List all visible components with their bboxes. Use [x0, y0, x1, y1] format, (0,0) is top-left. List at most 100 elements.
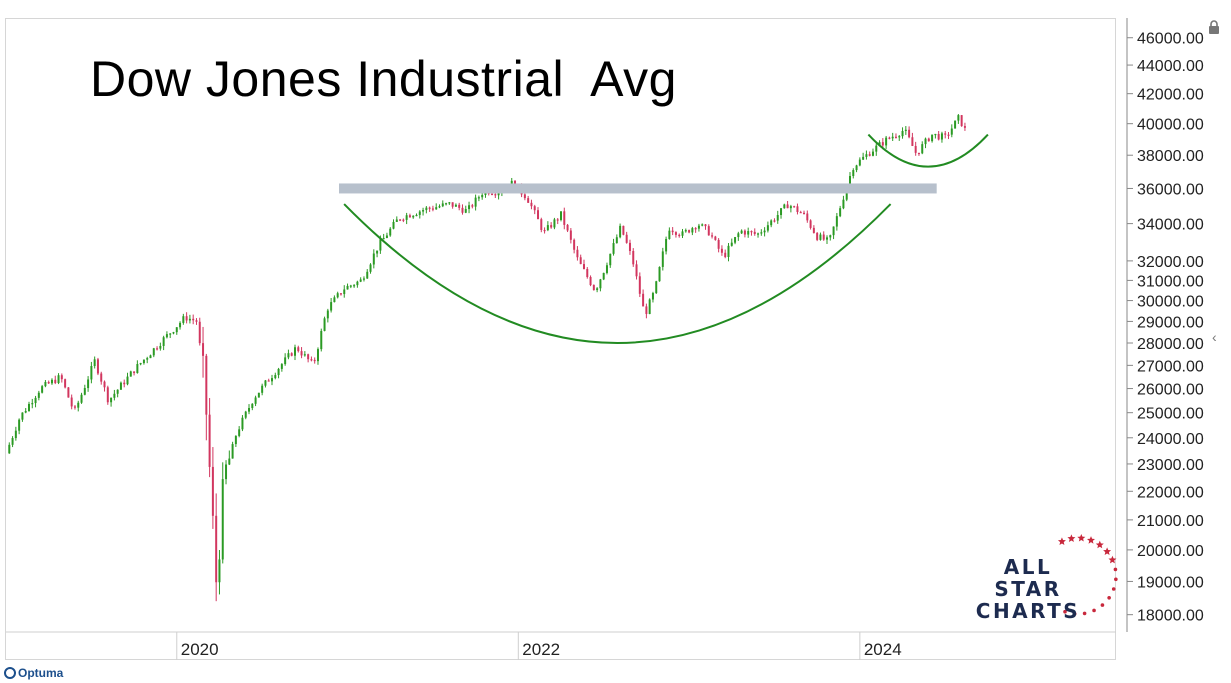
y-tick-label: 38000.00	[1137, 148, 1204, 165]
candle-body	[563, 211, 566, 225]
candle-body	[734, 237, 737, 243]
star-dot	[1113, 567, 1118, 572]
candle-body	[202, 343, 205, 356]
candle-body	[310, 359, 313, 361]
candle-body	[320, 330, 323, 350]
y-tick-label: 36000.00	[1137, 181, 1204, 198]
candle-body	[152, 348, 155, 356]
candle-body	[757, 233, 760, 235]
candle-body	[579, 257, 582, 265]
star-dot	[1082, 611, 1087, 616]
candle-body	[113, 393, 116, 398]
candle-body	[179, 322, 182, 328]
candle-body	[714, 236, 717, 240]
star-dot	[1092, 608, 1096, 613]
chevron-left-icon[interactable]: ‹	[1212, 329, 1217, 345]
candle-body	[412, 215, 415, 218]
candle-body	[635, 264, 638, 277]
candle-body	[711, 235, 714, 237]
candle-body	[898, 136, 901, 138]
lock-icon[interactable]	[1207, 20, 1221, 34]
candle-body	[323, 318, 326, 331]
candle-body	[684, 230, 687, 232]
candle-body	[668, 230, 671, 239]
candle-body	[402, 219, 405, 221]
candle-body	[786, 204, 789, 209]
candle-body	[277, 368, 280, 376]
candle-body	[60, 375, 63, 380]
logo-line-2: CHARTS	[975, 599, 1081, 623]
star-icon	[1103, 547, 1112, 555]
candle-body	[129, 371, 132, 377]
candle-body	[573, 239, 576, 250]
candle-body	[448, 202, 451, 204]
candle-body	[681, 231, 684, 236]
candle-body	[37, 392, 40, 398]
candle-body	[750, 231, 753, 233]
candle-body	[264, 380, 267, 386]
candle-body	[103, 381, 106, 388]
candle-body	[376, 250, 379, 254]
candle-body	[422, 210, 425, 212]
candle-body	[727, 245, 730, 258]
candle-body	[720, 248, 723, 253]
candle-body	[543, 229, 546, 232]
candle-body	[198, 321, 201, 344]
pattern-overlays	[339, 133, 989, 344]
candle-body	[96, 359, 99, 374]
candle-body	[566, 224, 569, 231]
candle-body	[474, 197, 477, 207]
candle-body	[471, 205, 474, 207]
candle-body	[947, 134, 950, 136]
candle-body	[395, 219, 398, 222]
candle-body	[372, 253, 375, 265]
y-tick-label: 18000.00	[1137, 608, 1204, 625]
candle-body	[461, 207, 464, 213]
candle-body	[116, 389, 119, 394]
y-tick-label: 27000.00	[1137, 358, 1204, 375]
candle-body	[399, 219, 402, 221]
candle-body	[822, 234, 825, 240]
candle-body	[533, 206, 536, 211]
candle-body	[865, 154, 868, 157]
y-tick-label: 31000.00	[1137, 273, 1204, 290]
candle-body	[353, 285, 356, 287]
candle-body	[523, 194, 526, 199]
candle-body	[674, 232, 677, 235]
candle-body	[146, 358, 149, 360]
candle-body	[254, 397, 257, 404]
star-icon	[1077, 533, 1086, 542]
candle-body	[628, 242, 631, 251]
candle-body	[90, 366, 93, 380]
candle-body	[418, 211, 421, 215]
candle-body	[50, 379, 53, 384]
candle-body	[44, 381, 47, 387]
candle-body	[336, 293, 339, 298]
x-tick-label: 2024	[864, 640, 902, 659]
logo-stars-ring	[1057, 533, 1118, 616]
candle-body	[169, 333, 172, 335]
optuma-logo-icon	[4, 667, 16, 679]
candle-body	[73, 406, 76, 408]
candle-body	[208, 414, 211, 467]
candle-body	[651, 293, 654, 300]
candle-body	[957, 115, 960, 121]
candle-body	[238, 429, 241, 436]
candle-body	[21, 412, 24, 420]
candle-body	[267, 380, 270, 382]
candle-body	[491, 193, 494, 195]
candle-body	[234, 435, 237, 445]
candle-body	[697, 225, 700, 229]
candle-body	[8, 444, 11, 454]
star-dot	[1100, 603, 1105, 607]
candle-body	[356, 281, 359, 286]
candle-body	[339, 293, 342, 295]
candle-body	[431, 208, 434, 210]
y-tick-label: 29000.00	[1137, 314, 1204, 331]
candle-body	[638, 276, 641, 294]
candle-body	[908, 129, 911, 138]
candle-body	[934, 133, 937, 136]
candle-body	[271, 378, 274, 382]
candle-body	[858, 159, 861, 166]
